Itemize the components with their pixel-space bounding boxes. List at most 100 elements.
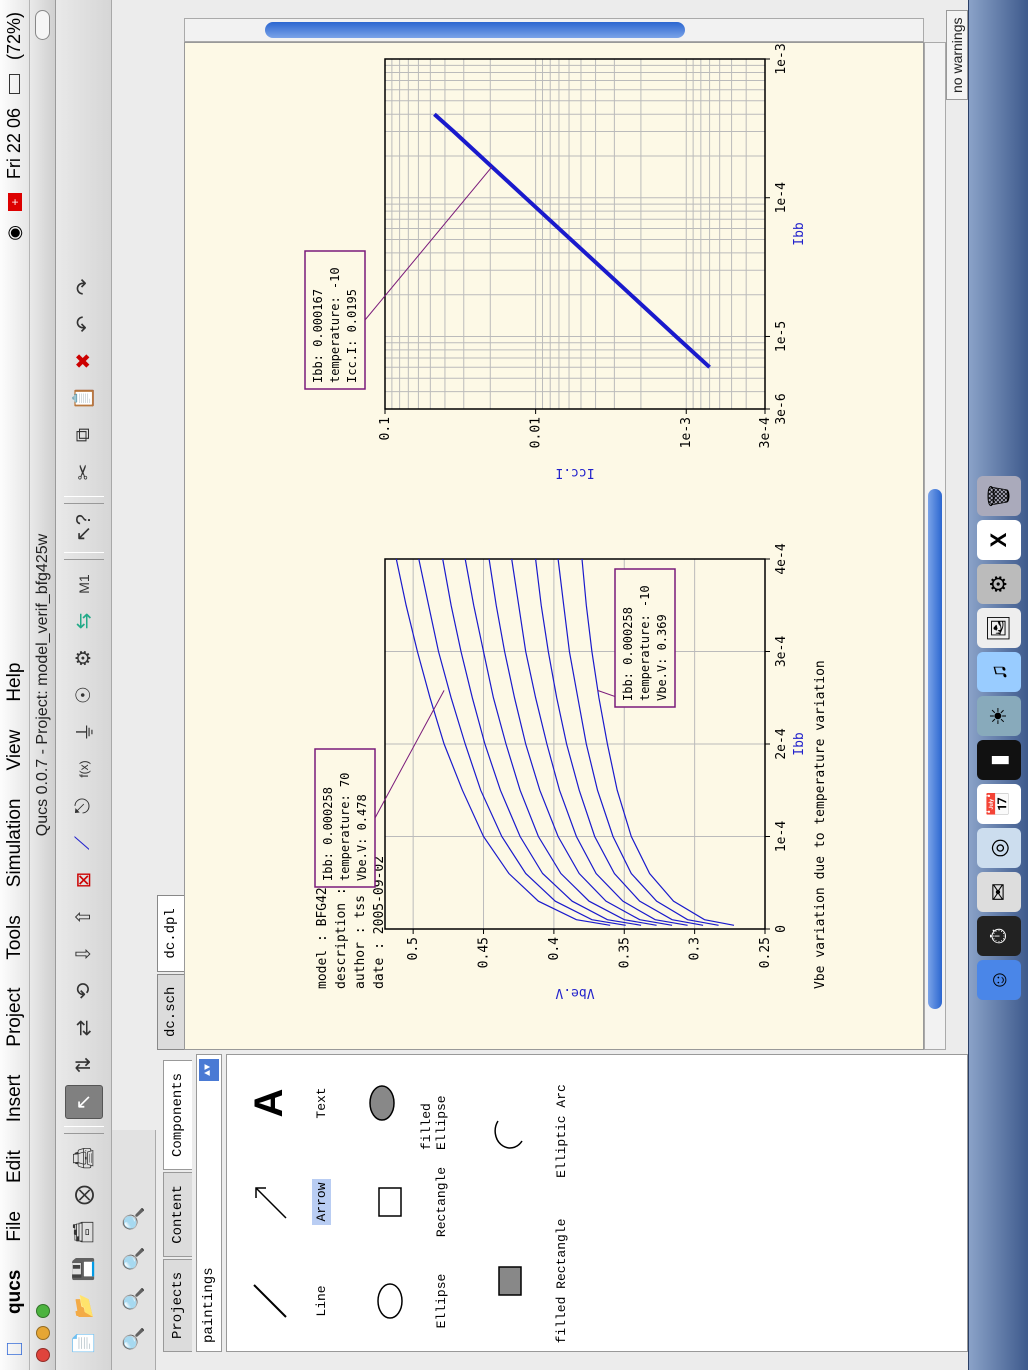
copy-icon[interactable]: ⧉ [72,427,94,443]
display-results-icon[interactable]: ⇆ [73,612,95,630]
enter-subcircuit-icon[interactable]: ⇩ [73,945,95,963]
y-tick-label: 0.4 [547,937,562,961]
finder-icon[interactable]: ☺ [976,960,1021,1000]
tab-content[interactable]: Content [163,1171,192,1257]
safari-icon[interactable]: ◎ [976,828,1021,868]
zoom-fit-icon[interactable]: 🔍 [123,1326,145,1352]
tab-projects[interactable]: Projects [163,1258,192,1352]
wifi-icon[interactable]: ◉ [4,225,24,241]
paste-icon[interactable]: 📋 [73,385,95,411]
system-preferences-icon[interactable]: ⚙ [976,564,1021,604]
line-icon [227,1281,312,1321]
component-line[interactable]: Line [227,1251,337,1351]
y-tick-label: 0.01 [529,417,544,448]
wire-icon[interactable]: ⟋ [72,836,94,850]
select-tool-icon[interactable]: ↖ [64,1085,103,1119]
mirror-y-icon[interactable]: ⇄ [73,1019,95,1037]
dashboard-icon[interactable]: ⏱ [976,916,1021,956]
vertical-scroll-thumb[interactable] [265,22,685,38]
rotate-icon[interactable]: ⟲ [73,982,95,1000]
chevron-updown-icon[interactable]: ▲▼ [199,1059,219,1081]
apple-menu-icon[interactable]:  [2,1328,28,1370]
component-ellipse[interactable]: Ellipse [347,1251,457,1351]
clock[interactable]: Fri 22 06 [4,108,24,180]
undo-icon[interactable]: ↶ [73,315,95,333]
save-all-icon[interactable]: 🗃 [73,1219,95,1245]
component-label: filled Rectangle [554,1218,569,1344]
component-category-select[interactable]: paintings ▲▼ [196,1054,222,1352]
vertical-scrollbar[interactable] [184,18,924,42]
component-rectangle[interactable]: Rectangle [347,1152,457,1252]
tab-components[interactable]: Components [163,1059,192,1170]
y-tick-label: 0.5 [406,937,421,960]
preview-icon[interactable]: 🖼 [976,608,1021,648]
save-icon[interactable]: 💾 [73,1256,95,1282]
battery-icon[interactable] [9,74,20,95]
port-icon[interactable]: ☉ [73,686,95,704]
delete-icon[interactable]: ✖ [73,352,95,370]
cut-icon[interactable]: ✂ [73,463,95,481]
component-elliptic-arc[interactable]: Elliptic Arc [467,1061,577,1201]
zoom-one-icon[interactable]: 🔍 [123,1286,145,1312]
menu-edit[interactable]: Edit [3,1150,25,1184]
display-canvas[interactable]: model : BFG425W description : DC verific… [184,42,924,1050]
menu-insert[interactable]: Insert [3,1074,25,1123]
simulate-icon[interactable]: ⚙ [73,649,95,667]
set-marker-icon[interactable]: M1 [75,574,92,594]
app-menu[interactable]: qucs [3,1269,25,1314]
open-document-icon[interactable]: 📂 [73,1293,95,1319]
x11-icon[interactable]: X [976,520,1021,560]
status-bar: no warnings [942,0,968,1370]
new-document-icon[interactable]: 📄 [73,1330,95,1356]
series-line-4 [488,558,673,926]
flag-icon[interactable]: + [7,193,22,212]
terminal-icon[interactable]: ▮ [976,740,1021,780]
y-tick-label: 1e-3 [679,417,694,448]
equation-icon[interactable]: f(x) [76,760,91,778]
whats-this-icon[interactable]: ↖? [73,514,95,542]
series-line-0 [433,112,711,369]
photo-icon[interactable]: ☀ [976,696,1021,736]
component-text[interactable]: A Text [227,1053,337,1153]
component-label: Arrow [312,1179,331,1225]
tab-dc-sch[interactable]: dc.sch [157,973,184,1050]
wire-label-icon[interactable]: ⎋ [72,798,94,814]
filled-ellipse-icon [347,1083,417,1123]
x-tick-label: 1e-5 [774,321,789,352]
menu-project[interactable]: Project [3,987,25,1047]
y-tick-label: 0.35 [617,937,632,968]
menu-help[interactable]: Help [3,662,25,702]
x-axis-label: Ibb [792,222,807,246]
x-tick-label: 0 [774,925,789,933]
menu-view[interactable]: View [3,729,25,771]
series-line-1 [557,558,719,926]
toolbar-toggle-button[interactable] [35,10,50,40]
print-icon[interactable]: 🖨 [73,1145,95,1171]
y-axis-label: Icc.I [555,465,594,480]
deactivate-icon[interactable]: ⊠ [73,871,95,889]
redo-icon[interactable]: ↷ [73,278,95,296]
marker-text: Vbe.V: 0.369 [655,614,669,701]
tab-dc-dpl[interactable]: dc.dpl [157,895,184,972]
marker-text: temperature: -10 [328,267,342,383]
component-arrow[interactable]: Arrow [227,1152,337,1252]
battery-percent[interactable]: (72%) [4,12,24,61]
mail-icon[interactable]: ✉ [976,872,1021,912]
series-line-3 [511,558,688,926]
close-document-icon[interactable]: ⨂ [73,1185,95,1205]
horizontal-scroll-thumb[interactable] [928,489,942,1009]
leave-subcircuit-icon[interactable]: ⇧ [73,908,95,926]
component-filled-rectangle[interactable]: filled Rectangle [467,1211,577,1351]
menu-simulation[interactable]: Simulation [3,798,25,888]
zoom-out-icon[interactable]: 🔍 [123,1206,145,1232]
trash-icon[interactable]: 🗑 [976,476,1021,516]
component-filled-ellipse[interactable]: filled Ellipse [347,1053,457,1153]
zoom-in-icon[interactable]: 🔍 [123,1246,145,1272]
menu-file[interactable]: File [3,1211,25,1242]
mirror-x-icon[interactable]: ⇅ [73,1056,95,1074]
itunes-icon[interactable]: ♫ [976,652,1021,692]
menu-tools[interactable]: Tools [3,915,25,960]
calendar-icon[interactable]: 📅 [976,784,1021,824]
ground-icon[interactable]: ⏚ [75,722,97,742]
